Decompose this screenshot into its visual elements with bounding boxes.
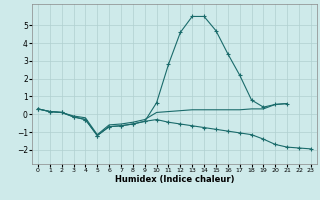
X-axis label: Humidex (Indice chaleur): Humidex (Indice chaleur) — [115, 175, 234, 184]
